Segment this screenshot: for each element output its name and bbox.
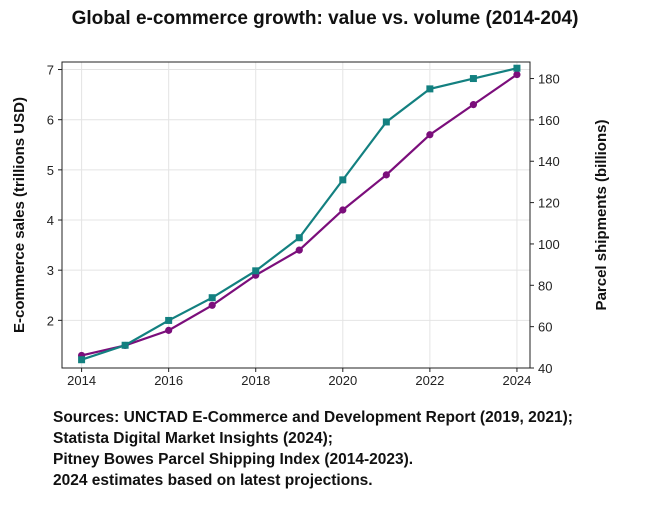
x-tick-label: 2024 <box>502 373 531 388</box>
ecommerce-sales-point <box>339 206 347 214</box>
parcel-shipments-point <box>165 316 173 324</box>
source-line: Statista Digital Market Insights (2024); <box>53 430 333 447</box>
series-lines <box>77 64 521 364</box>
ecommerce-sales-point <box>208 301 216 309</box>
ecommerce-sales-line <box>81 73 518 357</box>
parcel-shipments-point <box>382 118 390 126</box>
ecommerce-sales-point <box>165 326 173 334</box>
parcel-shipments-point <box>513 64 521 72</box>
ecommerce-sales-point <box>469 101 478 109</box>
x-tick-label: 2020 <box>328 373 357 388</box>
parcel-shipments-point <box>78 356 86 364</box>
x-tick-label: 2014 <box>67 373 96 388</box>
source-line: 2024 estimates based on latest projectio… <box>53 472 373 489</box>
plot-frame <box>61 61 531 369</box>
y-tick-label: 2 <box>47 313 54 328</box>
sources-note: Sources: UNCTAD E-Commerce and Developme… <box>53 407 573 491</box>
ecommerce-sales-point <box>513 70 521 79</box>
x-tick-label: 2018 <box>241 373 270 388</box>
source-line: Sources: UNCTAD E-Commerce and Developme… <box>53 409 573 426</box>
axes: 2014 2016 2018 2020 2022 2024 2 3 4 5 6 7 40 60 80 100 1… <box>11 61 610 388</box>
y2-axis-title: Parcel shipments (billions) <box>593 120 610 311</box>
y-axis-title: E-commerce sales (trillions USD) <box>11 97 28 333</box>
x-tick-label: 2016 <box>154 373 183 388</box>
y2-tick-label: 100 <box>538 237 560 252</box>
y-tick-label: 5 <box>47 163 54 178</box>
ecommerce-sales-point <box>382 171 390 179</box>
grid <box>62 62 530 368</box>
y2-tick-label: 120 <box>538 196 560 211</box>
y2-tick-label: 80 <box>538 278 552 293</box>
parcel-shipments-point <box>469 75 477 83</box>
y2-tick-label: 180 <box>538 72 560 87</box>
y2-tick-label: 140 <box>538 154 560 169</box>
y-tick-label: 4 <box>47 213 54 228</box>
ecommerce-sales-point <box>426 131 434 139</box>
y2-tick-label: 60 <box>538 320 552 335</box>
parcel-shipments-line <box>81 67 518 361</box>
ecommerce-sales-point <box>295 246 303 254</box>
x-tick-label: 2022 <box>415 373 444 388</box>
source-line: Pitney Bowes Parcel Shipping Index (2014… <box>53 451 414 468</box>
y-tick-label: 3 <box>47 263 54 278</box>
y-tick-label: 7 <box>47 63 54 78</box>
parcel-shipments-point <box>339 176 347 184</box>
parcel-shipments-point <box>295 234 303 242</box>
parcel-shipments-point <box>208 294 216 302</box>
parcel-shipments-point <box>426 85 434 93</box>
y-tick-label: 6 <box>47 113 54 128</box>
chart-title: Global e-commerce growth: value vs. volu… <box>71 8 579 29</box>
parcel-shipments-point <box>252 267 260 275</box>
y2-tick-label: 40 <box>538 361 552 376</box>
parcel-shipments-point <box>121 341 129 349</box>
dual-axis-line-chart: 2014 2016 2018 2020 2022 2024 2 3 4 5 6 7 40 60 80 100 1… <box>11 61 610 388</box>
y2-tick-label: 160 <box>538 113 560 128</box>
